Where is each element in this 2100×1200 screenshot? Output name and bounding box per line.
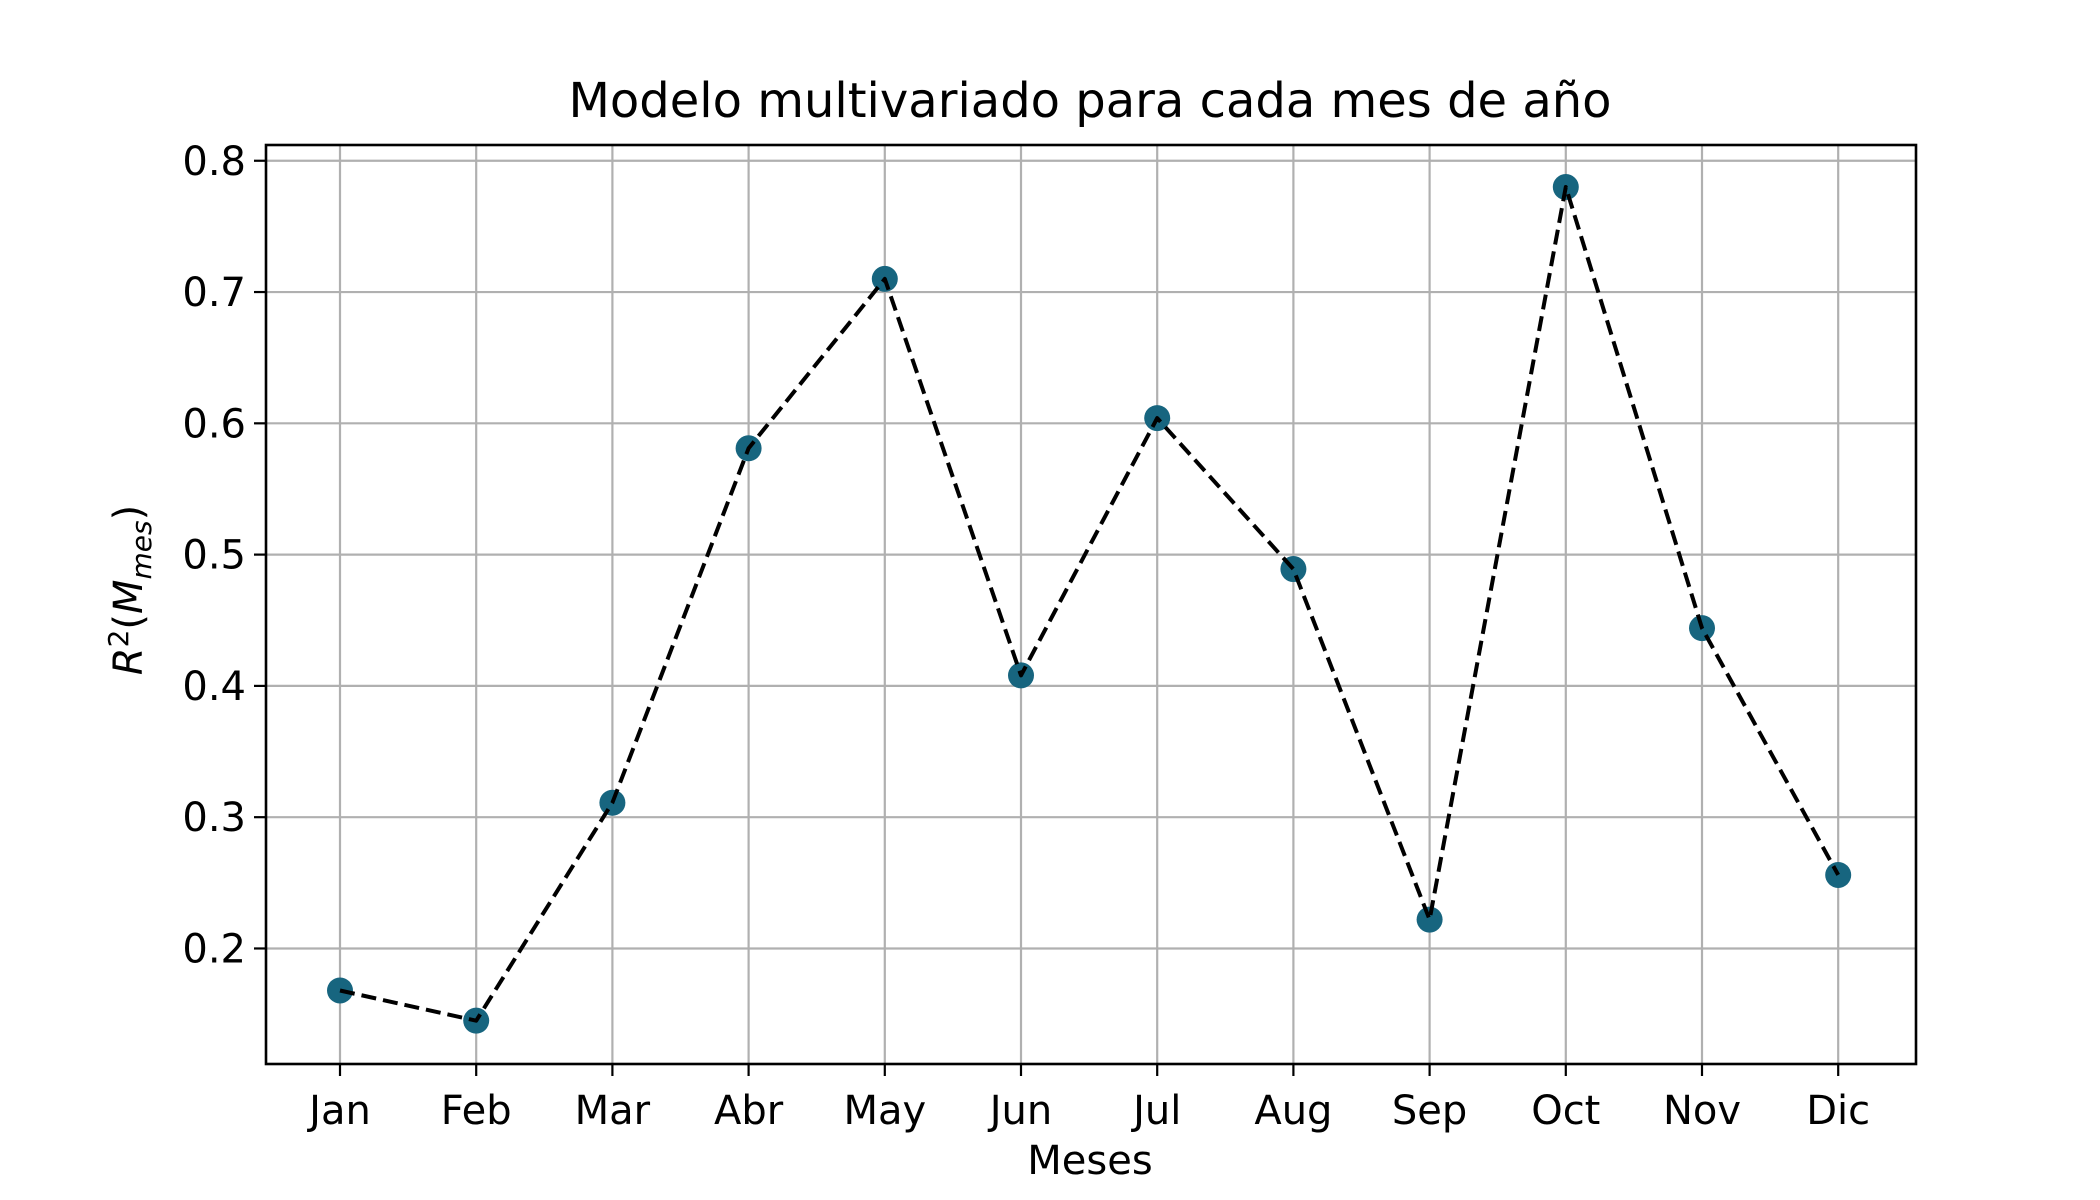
y-axis-title-base: R — [106, 647, 152, 675]
y-tick-label: 0.3 — [182, 795, 246, 841]
x-tick-label: Abr — [714, 1088, 784, 1134]
y-tick-label: 0.8 — [182, 139, 246, 185]
series-line — [339, 185, 1840, 1023]
data-point — [1825, 861, 1852, 888]
x-axis-title: Meses — [1027, 1138, 1152, 1184]
x-tick-label: Oct — [1531, 1088, 1600, 1134]
series-layer — [327, 174, 1852, 1034]
y-axis-title: R2(Mmes) — [102, 505, 158, 675]
y-tick-label: 0.6 — [182, 401, 246, 447]
data-point — [327, 977, 353, 1004]
y-axis-title-close: ) — [106, 505, 152, 521]
x-tick-label: Jul — [1130, 1088, 1181, 1134]
y-tick-label: 0.4 — [182, 664, 246, 710]
x-tick-label: Dic — [1806, 1088, 1870, 1134]
y-tick-label: 0.7 — [182, 270, 246, 316]
grid — [266, 145, 1916, 1064]
x-tick-label: Feb — [441, 1088, 512, 1134]
y-axis-title-sub: mes — [125, 520, 158, 579]
x-tick-label: Nov — [1663, 1088, 1741, 1134]
x-tick-label: Aug — [1254, 1088, 1332, 1134]
y-axis-title-open: ( — [106, 614, 152, 630]
data-point — [1416, 906, 1443, 933]
x-tick-label: Jun — [987, 1088, 1053, 1134]
x-tick-label: May — [843, 1088, 926, 1134]
plot-frame — [264, 143, 1918, 1066]
y-axis-title-m: M — [106, 579, 152, 614]
y-tick-label: 0.5 — [182, 533, 246, 579]
y-axis-title-sup: 2 — [102, 630, 135, 648]
y-tick-label: 0.2 — [182, 926, 246, 972]
chart-title: Modelo multivariado para cada mes de año — [568, 73, 1611, 129]
ticks: Jan Feb Mar Abr May Jun Jul Aug Sep Oct Nov Dic 0.2 0… — [182, 139, 1870, 1134]
x-tick-label: Sep — [1392, 1088, 1467, 1134]
x-tick-label: Mar — [575, 1088, 651, 1134]
x-tick-label: Jan — [306, 1088, 371, 1134]
